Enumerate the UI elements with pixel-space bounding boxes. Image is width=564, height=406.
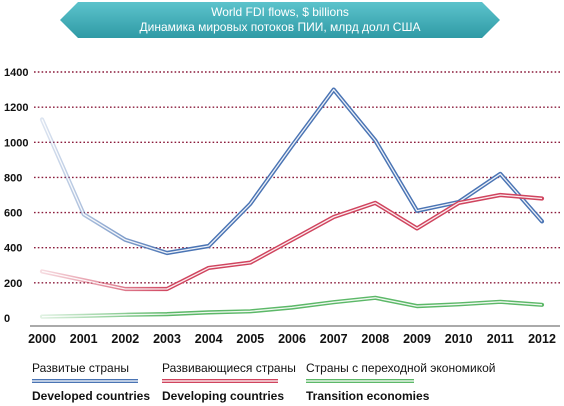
y-tick-label: 200 [4, 278, 22, 290]
y-tick-label: 800 [4, 172, 22, 184]
x-tick-label: 2003 [153, 332, 181, 346]
x-tick-label: 2007 [320, 332, 348, 346]
legend-label-en: Developed countries [32, 389, 150, 403]
x-tick-label: 2002 [111, 332, 139, 346]
x-tick-label: 2005 [236, 332, 264, 346]
y-tick-label: 600 [4, 208, 22, 220]
x-tick-label: 2006 [278, 332, 306, 346]
series-line-highlight [41, 88, 543, 254]
x-tick-label: 2012 [528, 332, 556, 346]
x-tick-label: 2011 [487, 332, 514, 346]
legend-label-ru: Развивающиеся страны [162, 361, 296, 375]
chart-title: World FDI flows, $ billions [211, 5, 349, 19]
y-tick-label: 0 [4, 313, 10, 325]
series-lines [39, 87, 545, 319]
x-tick-label: 2004 [195, 332, 223, 346]
x-tick-label: 2008 [361, 332, 389, 346]
x-axis-ticks: 2000 2001 2002 2003 2004 2005 2006 2007 2008 2009… [28, 332, 556, 346]
legend-item: Страны с переходной экономикой Transition… [306, 361, 496, 403]
series-line [39, 192, 545, 292]
series-transition-economies [39, 295, 545, 319]
series-line [39, 87, 545, 256]
x-tick-label: 2010 [445, 332, 473, 346]
legend-label-en: Developing countries [162, 389, 284, 403]
x-tick-label: 2000 [28, 332, 56, 346]
legend-label-ru: Страны с переходной экономикой [306, 361, 496, 375]
legend: Развитые страны Developed countries Развив… [32, 361, 496, 403]
legend-item: Развивающиеся страны Developing countries [162, 361, 296, 403]
chart-subtitle: Динамика мировых потоков ПИИ, млрд долл … [140, 20, 421, 34]
y-tick-label: 1200 [4, 102, 28, 114]
legend-label-en: Transition economies [306, 389, 430, 403]
title-banner: World FDI flows, $ billions Динамика мир… [60, 2, 500, 38]
legend-item: Развитые страны Developed countries [32, 361, 150, 403]
series-developed-countries [39, 87, 545, 256]
y-axis-ticks: 0 200 400 600 800 1000 1200 1400 [4, 67, 28, 325]
series-line-highlight [41, 194, 543, 290]
series-line-highlight [41, 297, 543, 318]
y-tick-label: 1000 [4, 137, 28, 149]
x-tick-label: 2001 [70, 332, 98, 346]
title-banner-shape [60, 2, 500, 38]
series-developing-countries [39, 192, 545, 292]
y-tick-label: 1400 [4, 67, 28, 79]
x-tick-label: 2009 [403, 332, 431, 346]
legend-label-ru: Развитые страны [32, 361, 129, 375]
y-tick-label: 400 [4, 243, 22, 255]
